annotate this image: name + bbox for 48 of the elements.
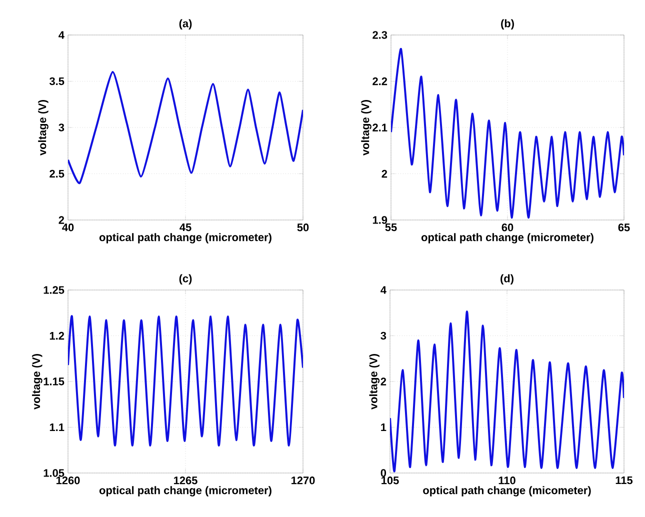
chart-title: (a) <box>179 19 192 30</box>
chart-title: (d) <box>500 274 514 284</box>
x-tick-label: 105 <box>382 476 399 484</box>
x-axis-title: optical path change (micometer) <box>423 486 591 496</box>
y-tick-label: 2.2 <box>372 77 388 86</box>
y-tick-label: 4 <box>58 31 64 39</box>
y-tick-label: 2 <box>382 170 388 178</box>
y-tick-label: 1.2 <box>50 332 64 340</box>
x-tick-label: 45 <box>180 224 192 232</box>
y-tick-label: 3 <box>380 332 386 340</box>
y-tick-label: 1.15 <box>44 378 64 386</box>
y-axis-title: voltage (V) <box>361 100 372 156</box>
y-tick-label: 2.3 <box>372 31 388 39</box>
x-axis-title: optical path change (micrometer) <box>99 233 272 244</box>
y-tick-label: 1.9 <box>372 216 388 224</box>
y-tick-label: 2.5 <box>50 170 64 178</box>
x-tick-label: 50 <box>297 224 309 232</box>
y-axis-title: voltage (V) <box>32 354 42 410</box>
line-series <box>390 310 624 472</box>
x-tick-label: 55 <box>385 224 397 232</box>
y-tick-label: 2 <box>58 216 64 224</box>
x-tick-label: 65 <box>618 224 630 232</box>
y-axis-title: voltage (V) <box>369 354 380 410</box>
y-tick-label: 1.1 <box>50 423 64 432</box>
x-tick-label: 110 <box>498 476 516 484</box>
y-tick-label: 4 <box>380 286 386 294</box>
x-tick-label: 40 <box>62 224 74 232</box>
line-series <box>68 316 304 447</box>
chart-title: (b) <box>501 19 514 30</box>
x-tick-label: 1260 <box>56 476 80 484</box>
y-tick-label: 1.25 <box>44 286 64 294</box>
y-tick-label: 2.1 <box>372 124 388 132</box>
x-tick-label: 60 <box>502 224 514 232</box>
x-tick-label: 115 <box>616 476 633 484</box>
x-tick-label: 1265 <box>174 476 198 484</box>
y-axis-title: voltage (V) <box>38 100 48 156</box>
x-axis-title: optical path change (micrometer) <box>421 233 594 244</box>
y-tick-label: 2 <box>380 378 386 386</box>
x-tick-label: 1270 <box>292 476 315 484</box>
y-tick-label: 3 <box>58 124 64 132</box>
x-axis-title: optical path change (micrometer) <box>99 486 272 496</box>
y-tick-label: 1 <box>381 423 386 432</box>
line-series <box>68 70 304 184</box>
chart-title: (c) <box>179 274 192 284</box>
y-tick-label: 1.05 <box>44 469 64 477</box>
y-tick-label: 3.5 <box>49 77 64 86</box>
line-series <box>391 48 624 219</box>
y-tick-label: 0 <box>380 469 386 477</box>
